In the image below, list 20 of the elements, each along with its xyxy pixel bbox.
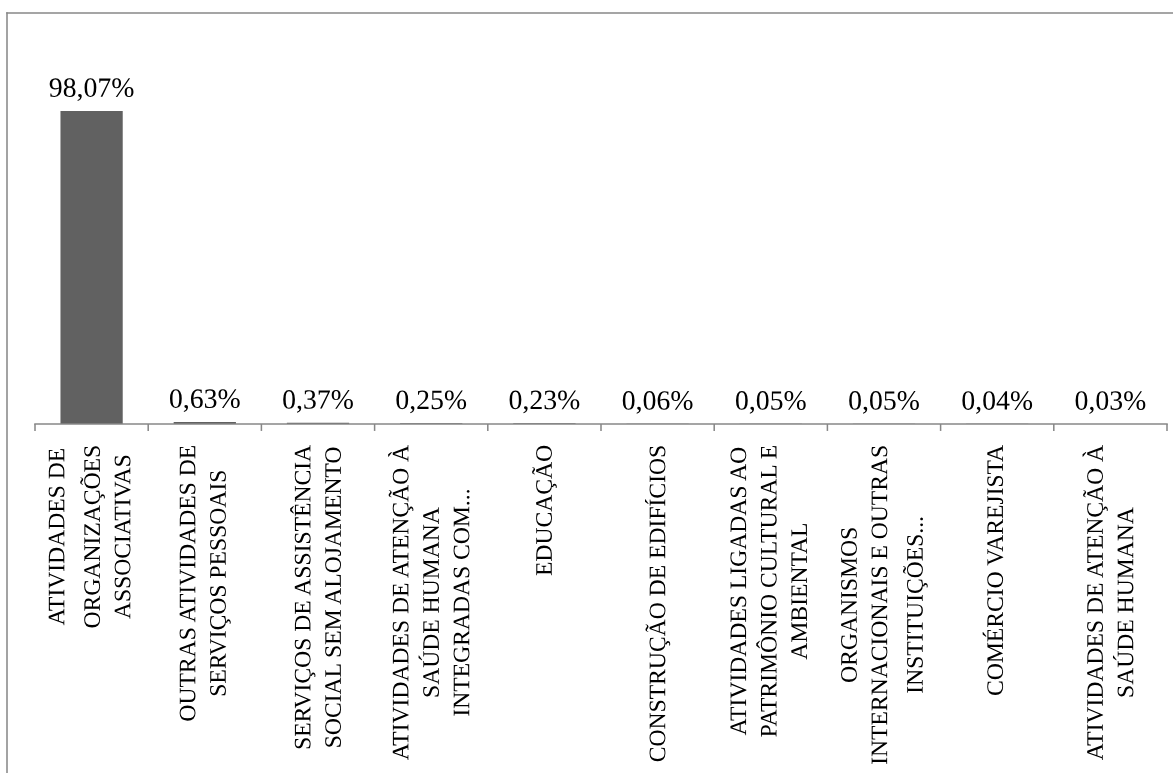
data-label: 0,37% — [283, 390, 353, 413]
x-tick-label: COMÉRCIO VAREJISTA — [982, 445, 1004, 695]
data-label: 98,07% — [49, 78, 134, 102]
data-label: 0,03% — [1075, 391, 1146, 414]
x-tick-label: EDUCAÇÃO — [532, 445, 557, 576]
data-label: 0,04% — [962, 391, 1033, 414]
x-tick-label: OUTRAS ATIVIDADES DE SERVIÇOS PESSOAIS — [179, 446, 231, 721]
x-tick-label: ATIVIDADES DE ATENÇÃO À SAÚDE HUMANA INTEGRADAS COM... — [388, 445, 470, 761]
data-label: 0,25% — [396, 390, 467, 414]
x-tick-label: SERVIÇOS DE ASSISTÊNCIA SOCIAL SEM ALOJAMENTO — [290, 445, 342, 749]
x-tick-label: CONSTRUÇÃO DE EDIFÍCIOS — [644, 446, 671, 762]
x-tick-label: ATIVIDADES LIGADAS AO PATRIMÔNIO CULTURAL E AMBIENTAL — [730, 446, 807, 737]
data-label: 0,06% — [622, 391, 693, 414]
data-label: 0,05% — [735, 391, 806, 414]
data-label: 0,23% — [509, 390, 580, 414]
x-tick-label: ATIVIDADES DE ORGANIZAÇÕES ASSOCIATIVAS — [48, 446, 131, 628]
x-tick-label: ATIVIDADES DE ATENÇÃO À SAÚDE HUMANA — [1082, 445, 1134, 761]
x-tick-label: ORGANISMOS INTERNACIONAIS E OUTRAS INSTITUIÇÕES... — [841, 446, 928, 765]
data-label: 0,63% — [169, 389, 240, 413]
data-label: 0,05% — [849, 391, 919, 414]
